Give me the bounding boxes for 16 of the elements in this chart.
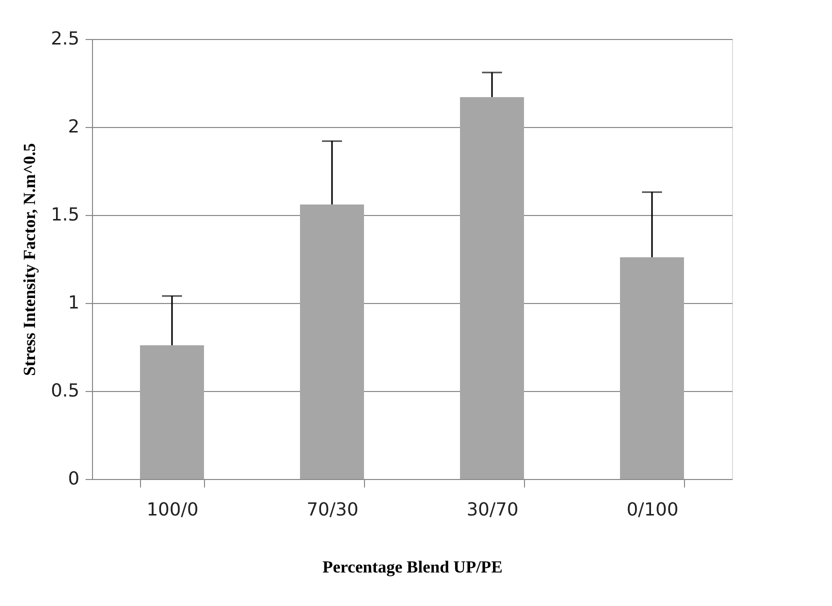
y-axis-title: Stress Intensity Factor, N.m^0.5	[20, 143, 39, 376]
y-tick-label: 0	[68, 468, 80, 490]
bar	[300, 204, 364, 479]
bar	[460, 97, 524, 479]
x-tick-label: 30/70	[466, 500, 518, 520]
x-tick-label: 100/0	[146, 500, 198, 520]
y-tick-label: 1	[68, 292, 80, 314]
bar	[620, 257, 684, 479]
x-axis-title: Percentage Blend UP/PE	[322, 558, 503, 576]
y-tick-label: 2.5	[50, 28, 80, 50]
y-tick-label: 0.5	[50, 380, 80, 402]
x-tick-label: 70/30	[306, 500, 358, 520]
x-tick-label: 0/100	[626, 500, 678, 520]
y-tick-label: 1.5	[50, 204, 80, 226]
y-tick-label: 2	[68, 116, 80, 138]
bar	[140, 345, 204, 479]
